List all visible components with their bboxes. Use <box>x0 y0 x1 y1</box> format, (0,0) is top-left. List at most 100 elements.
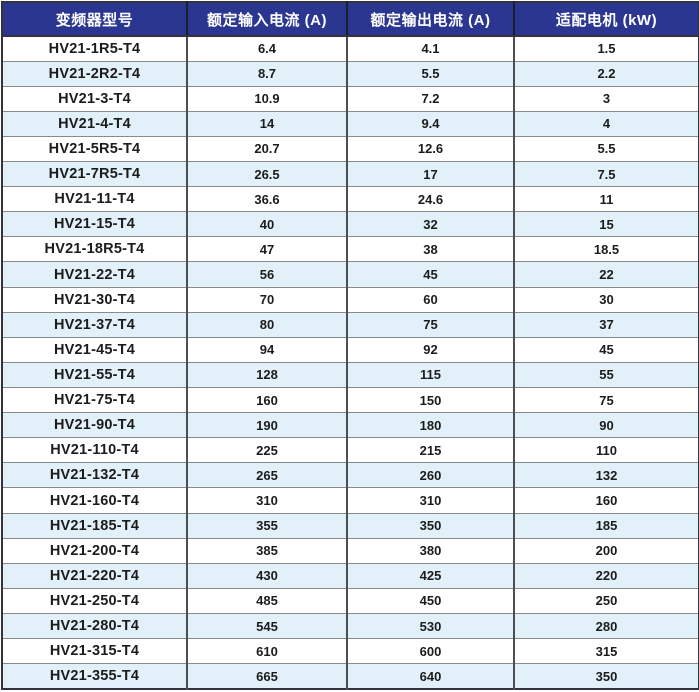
model-cell: HV21-160-T4 <box>2 487 187 514</box>
table-row: HV21-55-T4 128 115 55 <box>2 361 699 388</box>
value-cell: 430 <box>186 562 347 589</box>
value-cell: 610 <box>186 638 347 664</box>
model-cell: HV21-185-T4 <box>2 512 187 539</box>
table-row: HV21-315-T4 610 600 315 <box>2 638 699 664</box>
value-cell: 115 <box>346 361 514 388</box>
table-row: HV21-355-T4 665 640 350 <box>2 663 699 689</box>
value-cell: 4 <box>513 110 699 137</box>
value-cell: 200 <box>513 537 699 564</box>
table-row: HV21-5R5-T4 20.7 12.6 5.5 <box>2 135 699 162</box>
value-cell: 5.5 <box>346 60 514 87</box>
value-cell: 15 <box>513 211 699 237</box>
table-row: HV21-185-T4 355 350 185 <box>2 512 699 539</box>
column-header-3: 额定输出电流 (A) <box>346 2 514 37</box>
column-header-1: 变频器型号 <box>2 2 187 37</box>
value-cell: 3 <box>513 85 699 112</box>
value-cell: 110 <box>513 437 699 463</box>
model-cell: HV21-22-T4 <box>2 261 187 288</box>
value-cell: 4.1 <box>346 35 514 62</box>
table-row: HV21-11-T4 36.6 24.6 11 <box>2 186 699 212</box>
value-cell: 530 <box>346 613 514 639</box>
model-cell: HV21-315-T4 <box>2 638 187 664</box>
value-cell: 56 <box>186 261 347 288</box>
value-cell: 310 <box>186 487 347 514</box>
value-cell: 485 <box>186 587 347 614</box>
value-cell: 9.4 <box>346 110 514 137</box>
column-header-4: 适配电机 (kW) <box>513 2 699 37</box>
value-cell: 7.5 <box>513 161 699 187</box>
table-row: HV21-160-T4 310 310 160 <box>2 487 699 514</box>
table-row: HV21-7R5-T4 26.5 17 7.5 <box>2 161 699 187</box>
value-cell: 47 <box>186 236 347 262</box>
table-row: HV21-37-T4 80 75 37 <box>2 311 699 338</box>
model-cell: HV21-1R5-T4 <box>2 35 187 62</box>
model-cell: HV21-11-T4 <box>2 186 187 212</box>
value-cell: 425 <box>346 562 514 589</box>
value-cell: 18.5 <box>513 236 699 262</box>
column-header-2: 额定输入电流 (A) <box>186 2 347 37</box>
value-cell: 36.6 <box>186 186 347 212</box>
value-cell: 30 <box>513 286 699 313</box>
value-cell: 1.5 <box>513 35 699 62</box>
value-cell: 315 <box>513 638 699 664</box>
table-row: HV21-15-T4 40 32 15 <box>2 211 699 237</box>
table-row: HV21-75-T4 160 150 75 <box>2 387 699 413</box>
model-cell: HV21-220-T4 <box>2 562 187 589</box>
value-cell: 132 <box>513 462 699 488</box>
value-cell: 38 <box>346 236 514 262</box>
value-cell: 260 <box>346 462 514 488</box>
table-row: HV21-22-T4 56 45 22 <box>2 261 699 288</box>
value-cell: 75 <box>346 311 514 338</box>
table-row: HV21-220-T4 430 425 220 <box>2 562 699 589</box>
value-cell: 32 <box>346 211 514 237</box>
table-row: HV21-250-T4 485 450 250 <box>2 587 699 614</box>
value-cell: 128 <box>186 361 347 388</box>
table-row: HV21-4-T4 14 9.4 4 <box>2 110 699 137</box>
model-cell: HV21-37-T4 <box>2 311 187 338</box>
model-cell: HV21-45-T4 <box>2 336 187 363</box>
model-cell: HV21-280-T4 <box>2 613 187 639</box>
table-row: HV21-30-T4 70 60 30 <box>2 286 699 313</box>
value-cell: 55 <box>513 361 699 388</box>
table-row: HV21-45-T4 94 92 45 <box>2 336 699 363</box>
model-cell: HV21-5R5-T4 <box>2 135 187 162</box>
value-cell: 5.5 <box>513 135 699 162</box>
value-cell: 75 <box>513 387 699 413</box>
value-cell: 215 <box>346 437 514 463</box>
model-cell: HV21-4-T4 <box>2 110 187 137</box>
value-cell: 22 <box>513 261 699 288</box>
table-header: 变频器型号 额定输入电流 (A) 额定输出电流 (A) 适配电机 (kW) <box>2 2 699 37</box>
table-body: HV21-1R5-T4 6.4 4.1 1.5 HV21-2R2-T4 8.7 5.5 2.2… <box>2 35 699 689</box>
value-cell: 94 <box>186 336 347 363</box>
value-cell: 355 <box>186 512 347 539</box>
value-cell: 7.2 <box>346 85 514 112</box>
table-row: HV21-280-T4 545 530 280 <box>2 613 699 639</box>
value-cell: 10.9 <box>186 85 347 112</box>
model-cell: HV21-30-T4 <box>2 286 187 313</box>
value-cell: 160 <box>513 487 699 514</box>
value-cell: 640 <box>346 663 514 689</box>
table-header-row: 变频器型号 额定输入电流 (A) 额定输出电流 (A) 适配电机 (kW) <box>2 2 699 37</box>
table-row: HV21-110-T4 225 215 110 <box>2 437 699 463</box>
table-row: HV21-2R2-T4 8.7 5.5 2.2 <box>2 60 699 87</box>
value-cell: 450 <box>346 587 514 614</box>
value-cell: 350 <box>513 663 699 689</box>
value-cell: 26.5 <box>186 161 347 187</box>
value-cell: 6.4 <box>186 35 347 62</box>
table-row: HV21-1R5-T4 6.4 4.1 1.5 <box>2 35 699 62</box>
value-cell: 92 <box>346 336 514 363</box>
value-cell: 45 <box>346 261 514 288</box>
model-cell: HV21-200-T4 <box>2 537 187 564</box>
table-row: HV21-90-T4 190 180 90 <box>2 412 699 438</box>
model-cell: HV21-250-T4 <box>2 587 187 614</box>
model-cell: HV21-18R5-T4 <box>2 236 187 262</box>
table-row: HV21-3-T4 10.9 7.2 3 <box>2 85 699 112</box>
value-cell: 14 <box>186 110 347 137</box>
value-cell: 220 <box>513 562 699 589</box>
value-cell: 8.7 <box>186 60 347 87</box>
value-cell: 250 <box>513 587 699 614</box>
model-cell: HV21-15-T4 <box>2 211 187 237</box>
value-cell: 150 <box>346 387 514 413</box>
value-cell: 17 <box>346 161 514 187</box>
